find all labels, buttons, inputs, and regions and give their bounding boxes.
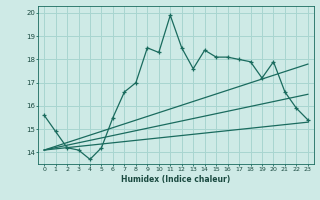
X-axis label: Humidex (Indice chaleur): Humidex (Indice chaleur) — [121, 175, 231, 184]
